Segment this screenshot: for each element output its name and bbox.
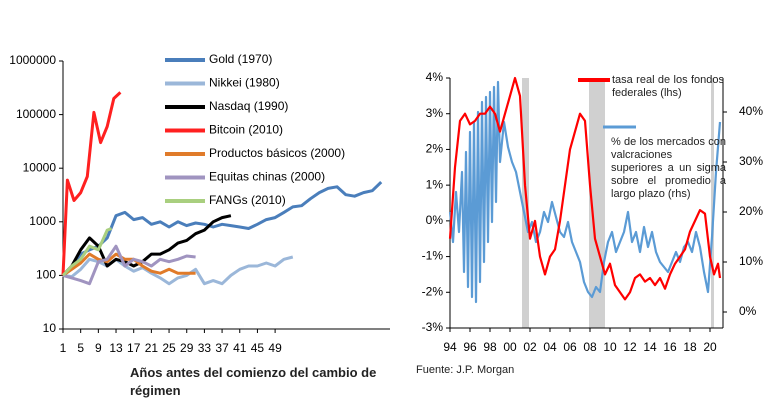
- x-tick-label: 1: [60, 341, 67, 355]
- x-tick-label: 21: [145, 341, 159, 355]
- y-tick-label: 4%: [426, 70, 444, 84]
- x-axis-label: Años antes del comienzo del cambio de ré…: [130, 365, 377, 398]
- y-tick-label: 10000: [23, 160, 57, 174]
- y-tick-label: 100: [36, 268, 56, 282]
- series-line: [448, 76, 722, 301]
- x-tick-label: 04: [543, 340, 557, 354]
- x-tick-label: 41: [233, 341, 247, 355]
- y2-tick-label: 40%: [739, 104, 763, 118]
- x-tick-label: 37: [215, 341, 229, 355]
- y-tick-label: 3%: [426, 106, 444, 120]
- series-line: [62, 252, 196, 277]
- x-tick-label: 06: [563, 340, 577, 354]
- y-tick-label: -1%: [422, 249, 444, 263]
- shaded-period: [522, 78, 529, 328]
- x-tick-label: 08: [583, 340, 597, 354]
- shaded-period: [711, 78, 714, 328]
- shaded-period: [589, 78, 605, 328]
- x-tick-label: 25: [162, 341, 176, 355]
- y-tick-label: 1%: [426, 177, 444, 191]
- series-line: [61, 91, 122, 276]
- x-tick-label: 9: [95, 341, 102, 355]
- legend-label: FANGs (2010): [209, 193, 286, 207]
- legend-label: Nasdaq (1990): [209, 99, 288, 113]
- x-tick-label: 14: [643, 340, 657, 354]
- y-tick-label: 10: [43, 321, 57, 335]
- x-tick-label: 96: [463, 340, 477, 354]
- legend-label: % de los mercados con valcraciones super…: [611, 136, 726, 200]
- x-tick-label: 13: [109, 341, 123, 355]
- y-tick-label: 0%: [426, 213, 444, 227]
- legend-label: Equitas chinas (2000): [209, 170, 325, 184]
- x-tick-label: 33: [198, 341, 212, 355]
- y2-tick-label: 30%: [739, 154, 763, 168]
- x-tick-label: 49: [268, 341, 282, 355]
- x-tick-label: 5: [77, 341, 84, 355]
- y2-tick-label: 10%: [739, 254, 763, 268]
- x-tick-label: 10: [603, 340, 617, 354]
- series-line: [62, 255, 294, 286]
- x-tick-label: 94: [443, 340, 457, 354]
- legend-label: Nikkei (1980): [209, 76, 280, 90]
- y-tick-label: 100000: [16, 107, 56, 121]
- x-tick-label: 29: [180, 341, 194, 355]
- y2-tick-label: 20%: [739, 204, 763, 218]
- series-line: [61, 227, 113, 277]
- series-line: [61, 214, 232, 277]
- y2-tick-label: 0%: [739, 304, 757, 318]
- legend-label: Productos básicos (2000): [209, 146, 345, 160]
- series-line: [448, 80, 722, 304]
- source-note: Fuente: J.P. Morgan: [416, 364, 515, 376]
- series-line: [61, 181, 383, 277]
- x-tick-label: 20: [703, 340, 717, 354]
- x-tick-label: 12: [623, 340, 637, 354]
- legend-label: tasa real de los fondos federales (lhs): [612, 74, 724, 99]
- x-tick-label: 00: [503, 340, 517, 354]
- y-tick-label: -3%: [422, 320, 444, 334]
- x-tick-label: 02: [523, 340, 537, 354]
- x-tick-label: 16: [663, 340, 677, 354]
- series-line: [62, 244, 196, 286]
- x-tick-label: 98: [483, 340, 497, 354]
- y-tick-label: 2%: [426, 142, 444, 156]
- x-tick-label: 18: [683, 340, 697, 354]
- x-tick-label: 17: [127, 341, 141, 355]
- y-tick-label: -2%: [422, 284, 444, 298]
- legend-label: Gold (1970): [209, 52, 272, 66]
- y-tick-label: 1000000: [9, 53, 56, 67]
- legend-label: Bitcoin (2010): [209, 123, 283, 137]
- y-tick-label: 1000: [29, 214, 56, 228]
- x-tick-label: 45: [251, 341, 265, 355]
